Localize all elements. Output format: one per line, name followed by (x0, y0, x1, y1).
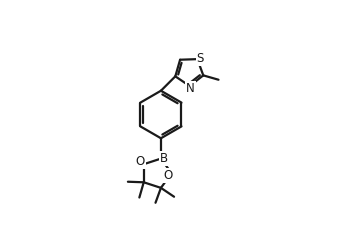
Text: O: O (164, 169, 173, 182)
Text: S: S (196, 52, 204, 65)
Text: O: O (136, 155, 145, 169)
Text: N: N (186, 82, 195, 95)
Text: B: B (160, 152, 168, 165)
